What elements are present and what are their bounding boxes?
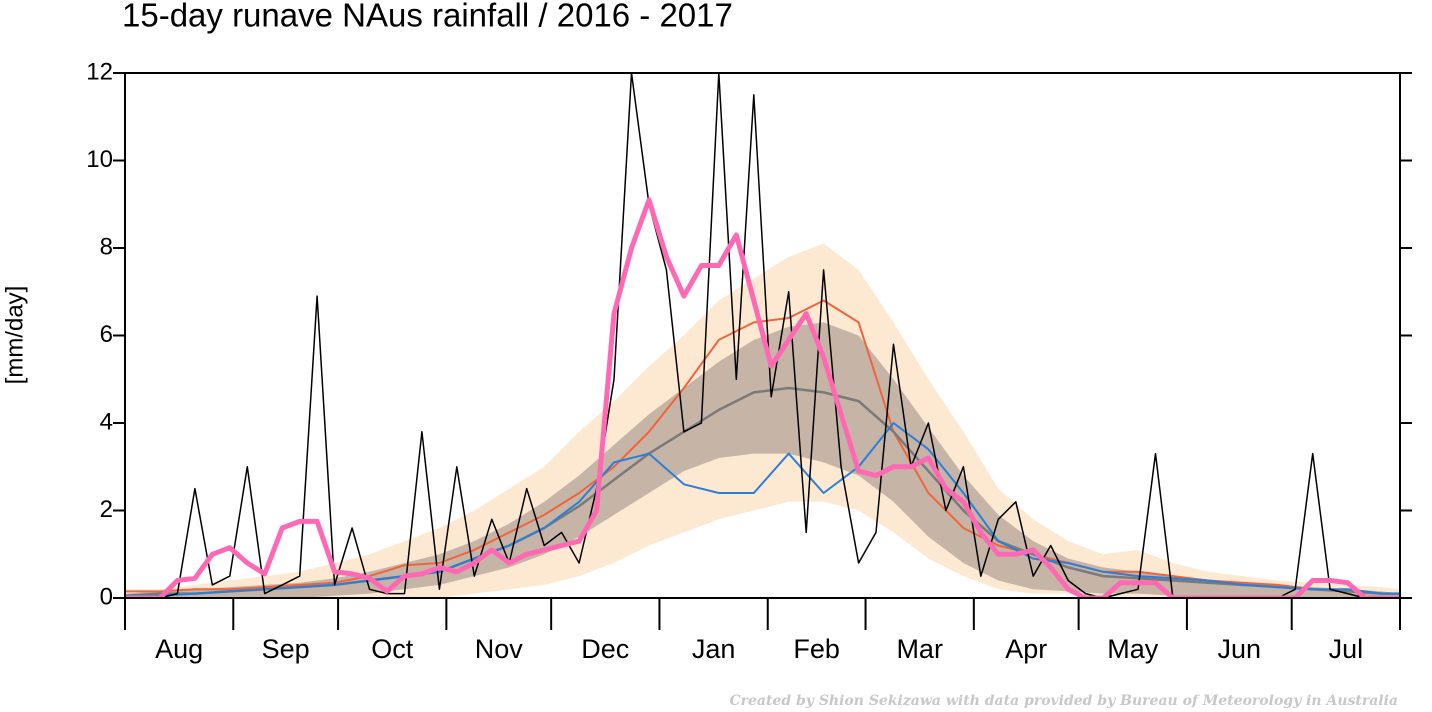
plot-area: [125, 73, 1400, 598]
y-tick-label: 12: [86, 58, 113, 85]
x-tick-label: Jul: [1329, 634, 1364, 664]
credit: Created by Shion Sekizawa with data prov…: [729, 693, 1398, 709]
y-tick-label: 2: [100, 496, 113, 523]
y-tick-label: 6: [100, 321, 113, 348]
series-line: [125, 197, 1400, 598]
y-axis-label: [mm/day]: [1, 286, 28, 385]
x-tick-label: Jan: [692, 634, 736, 664]
y-tick-label: 10: [86, 146, 113, 173]
x-tick-label: Feb: [793, 634, 840, 664]
x-tick-label: Dec: [581, 634, 629, 664]
x-tick-label: Oct: [371, 634, 414, 664]
x-tick-label: Nov: [475, 634, 524, 664]
x-tick-label: Jun: [1218, 634, 1262, 664]
y-tick-label: 0: [100, 583, 113, 610]
chart-title: 15-day runave NAus rainfall / 2016 - 201…: [122, 0, 733, 34]
y-tick-label: 8: [100, 233, 113, 260]
x-tick-label: Sep: [262, 634, 310, 664]
percentile-band: [125, 322, 1400, 598]
x-tick-label: Mar: [896, 634, 943, 664]
series-line: [125, 73, 1400, 598]
x-tick-label: May: [1107, 634, 1159, 664]
x-tick-label: Apr: [1005, 634, 1047, 664]
y-tick-label: 4: [100, 408, 113, 435]
series-line: [125, 422, 1400, 597]
x-tick-label: Aug: [155, 634, 203, 664]
